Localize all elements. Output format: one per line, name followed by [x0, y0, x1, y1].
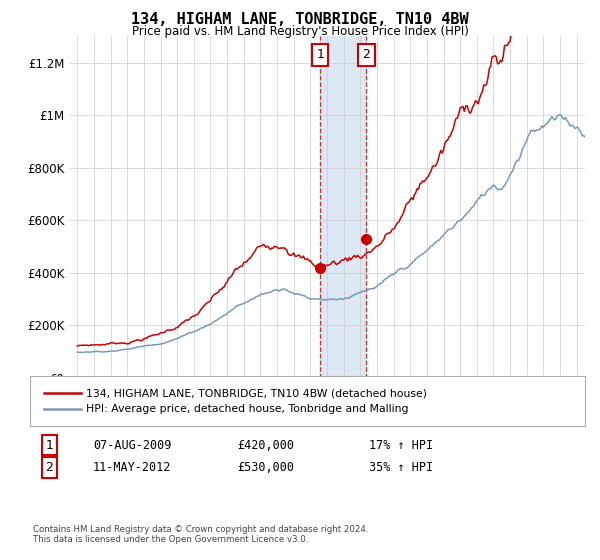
Text: 1: 1: [45, 438, 53, 452]
Text: 2: 2: [362, 48, 370, 61]
Text: 1: 1: [316, 48, 324, 61]
Text: HPI: Average price, detached house, Tonbridge and Malling: HPI: Average price, detached house, Tonb…: [86, 404, 409, 414]
Text: 17% ↑ HPI: 17% ↑ HPI: [369, 438, 433, 452]
Text: Price paid vs. HM Land Registry's House Price Index (HPI): Price paid vs. HM Land Registry's House …: [131, 25, 469, 38]
Text: £420,000: £420,000: [237, 438, 294, 452]
Text: Contains HM Land Registry data © Crown copyright and database right 2024.
This d: Contains HM Land Registry data © Crown c…: [33, 525, 368, 544]
Bar: [320, 36, 366, 378]
Text: 11-MAY-2012: 11-MAY-2012: [93, 461, 172, 474]
Text: 07-AUG-2009: 07-AUG-2009: [93, 438, 172, 452]
Text: 134, HIGHAM LANE, TONBRIDGE, TN10 4BW (detached house): 134, HIGHAM LANE, TONBRIDGE, TN10 4BW (d…: [86, 388, 427, 398]
Text: 2: 2: [45, 461, 53, 474]
Text: 35% ↑ HPI: 35% ↑ HPI: [369, 461, 433, 474]
Text: 134, HIGHAM LANE, TONBRIDGE, TN10 4BW: 134, HIGHAM LANE, TONBRIDGE, TN10 4BW: [131, 12, 469, 27]
Text: £530,000: £530,000: [237, 461, 294, 474]
